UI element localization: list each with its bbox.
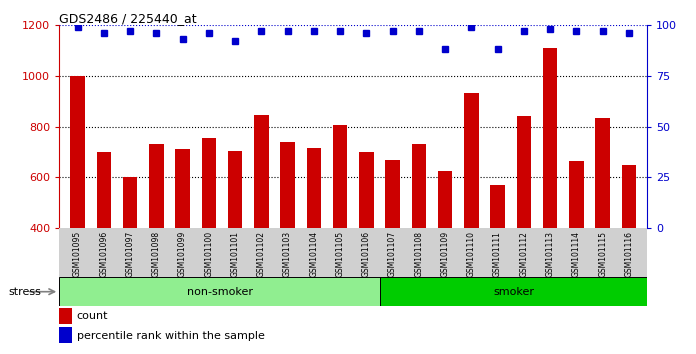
Bar [359,152,374,228]
Bar [97,152,111,228]
Text: GSM101106: GSM101106 [362,231,371,277]
Text: GSM101099: GSM101099 [178,231,187,277]
Bar [491,185,505,228]
Bar [516,116,531,228]
Bar [122,177,137,228]
Bar [228,151,242,228]
Text: GSM101100: GSM101100 [205,231,213,277]
Bar [175,149,190,228]
Bar [280,142,295,228]
Text: GSM101103: GSM101103 [283,231,292,277]
Text: percentile rank within the sample: percentile rank within the sample [77,331,264,341]
Text: GSM101101: GSM101101 [230,231,239,277]
Text: GSM101108: GSM101108 [414,231,423,277]
Bar [411,144,426,228]
Text: GSM101116: GSM101116 [624,231,633,277]
Text: GSM101102: GSM101102 [257,231,266,277]
Text: stress: stress [8,287,41,297]
Text: GSM101115: GSM101115 [598,231,607,277]
Bar [307,148,321,228]
Bar [202,138,216,228]
Text: count: count [77,311,108,321]
Text: GSM101107: GSM101107 [388,231,397,277]
Bar [380,277,647,306]
Text: smoker: smoker [493,287,534,297]
Text: GSM101096: GSM101096 [100,231,109,277]
Text: GSM101095: GSM101095 [73,231,82,277]
Bar [595,118,610,228]
Text: GSM101114: GSM101114 [572,231,581,277]
Text: GSM101112: GSM101112 [519,231,528,277]
Bar [438,171,452,228]
Bar [543,48,557,228]
Bar [386,160,400,228]
Bar [59,277,380,306]
Text: non-smoker: non-smoker [187,287,253,297]
Bar [622,165,636,228]
Text: GSM101111: GSM101111 [493,231,502,277]
Text: GSM101098: GSM101098 [152,231,161,277]
Bar [70,76,85,228]
Bar [149,144,164,228]
Text: GSM101104: GSM101104 [309,231,318,277]
Text: GSM101105: GSM101105 [335,231,345,277]
Bar [569,161,584,228]
Text: GSM101109: GSM101109 [441,231,450,277]
Bar [254,115,269,228]
Text: GSM101110: GSM101110 [467,231,476,277]
Text: GSM101097: GSM101097 [125,231,134,277]
Bar [333,125,347,228]
Bar [464,93,479,228]
Text: GDS2486 / 225440_at: GDS2486 / 225440_at [59,12,197,25]
Text: GSM101113: GSM101113 [546,231,555,277]
